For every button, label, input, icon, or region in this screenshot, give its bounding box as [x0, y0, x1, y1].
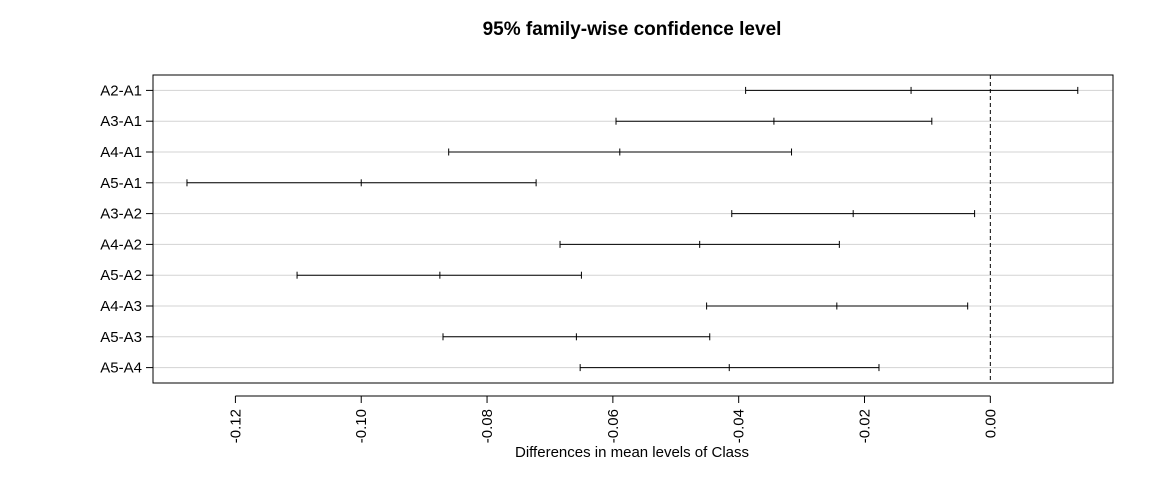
x-tick-label: -0.12 — [227, 409, 244, 443]
x-tick-label: 0.00 — [982, 409, 999, 438]
chart-title: 95% family-wise confidence level — [483, 19, 782, 40]
interval-a5-a4 — [579, 364, 880, 372]
x-axis: -0.12 -0.10 -0.08 -0.06 -0.04 -0.02 0.00 — [227, 395, 999, 443]
y-tick-label: A5-A4 — [100, 360, 142, 377]
x-tick-label: -0.10 — [353, 409, 370, 443]
interval-a3-a1 — [615, 117, 933, 125]
y-tick-label: A5-A1 — [100, 175, 142, 192]
y-tick-label: A4-A2 — [100, 236, 142, 253]
interval-a4-a3 — [706, 302, 969, 310]
x-tick-label: -0.02 — [857, 409, 874, 443]
y-tick-label: A3-A2 — [100, 206, 142, 223]
interval-a2-a1 — [745, 86, 1079, 94]
interval-layer — [186, 86, 1079, 372]
interval-a3-a2 — [731, 210, 976, 218]
y-axis: A2-A1 A3-A1 A4-A1 A5-A1 A3-A2 A4-A2 A5-A2 A4-A3… — [100, 82, 153, 377]
interval-a4-a2 — [559, 240, 840, 248]
y-tick-label: A4-A1 — [100, 144, 142, 161]
y-tick-label: A3-A1 — [100, 113, 142, 130]
x-tick-label: -0.06 — [605, 409, 622, 443]
interval-a5-a1 — [186, 179, 537, 187]
y-tick-label: A4-A3 — [100, 298, 142, 315]
interval-a5-a2 — [296, 271, 582, 279]
interval-a5-a3 — [442, 333, 711, 341]
x-tick-label: -0.04 — [731, 409, 748, 443]
interval-a4-a1 — [448, 148, 793, 156]
y-tick-label: A5-A2 — [100, 267, 142, 284]
plot-frame — [152, 74, 1114, 384]
x-tick-label: -0.08 — [479, 409, 496, 443]
y-tick-label: A2-A1 — [100, 82, 142, 99]
grid-layer — [153, 89, 1113, 369]
y-tick-label: A5-A3 — [100, 329, 142, 346]
x-axis-label: Differences in mean levels of Class — [515, 444, 749, 461]
